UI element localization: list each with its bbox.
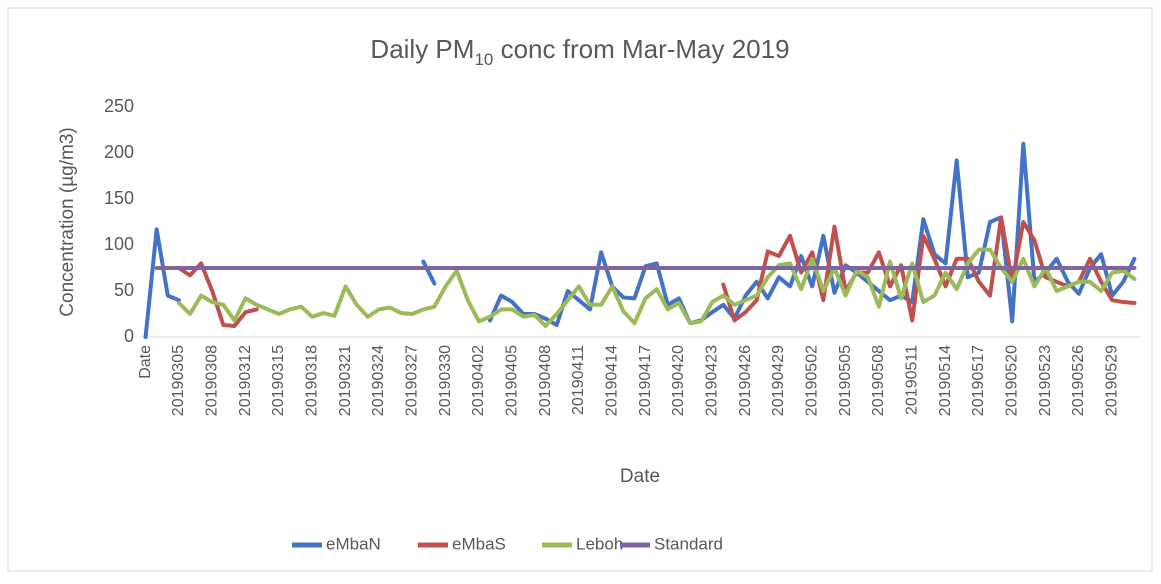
legend-label: Standard: [654, 534, 723, 553]
x-tick-label: 20190321: [337, 345, 354, 416]
x-tick-label: 20190405: [503, 345, 520, 416]
x-tick-label: 20190526: [1070, 345, 1087, 416]
x-tick-label: 20190417: [637, 345, 654, 416]
x-tick-label: 20190511: [903, 345, 920, 415]
y-axis-title: Concentration (µg/m3): [57, 127, 78, 316]
legend-label: eMbaS: [452, 534, 506, 553]
x-tick-label: 20190420: [670, 345, 687, 416]
x-tick-label: 20190312: [237, 345, 254, 416]
chart-title: Daily PM10 conc from Mar-May 2019: [370, 34, 789, 69]
x-tick-label: 20190502: [803, 345, 820, 416]
series-line: [143, 141, 1137, 339]
x-tick-label: 20190523: [1037, 345, 1054, 416]
x-tick-label: 20190508: [870, 345, 887, 416]
x-tick-label: 20190327: [403, 345, 420, 416]
x-tick-label: 20190414: [603, 345, 620, 416]
x-tick-label: 20190318: [303, 345, 320, 416]
x-tick-label: 20190505: [837, 345, 854, 416]
x-tick-label: 20190315: [270, 345, 287, 416]
x-tick-label: Date: [137, 345, 154, 379]
x-tick-label: 20190324: [370, 345, 387, 416]
x-tick-label: 20190529: [1103, 345, 1120, 416]
x-tick-label: 20190408: [537, 345, 554, 416]
legend-label: eMbaN: [326, 534, 381, 553]
x-tick-label: 20190514: [937, 345, 954, 416]
x-tick-label: 20190426: [737, 345, 754, 416]
legend-label: Leboh: [576, 534, 623, 553]
title-text: conc from Mar-May 2019: [493, 34, 789, 64]
y-tick-label: 50: [114, 280, 134, 300]
x-tick-label: 20190305: [170, 345, 187, 416]
y-tick-label: 0: [124, 326, 134, 346]
x-tick-label: 20190308: [203, 345, 220, 416]
x-tick-label: 20190411: [570, 345, 587, 415]
x-tick-label: 20190429: [770, 345, 787, 416]
title-subscript: 10: [474, 50, 493, 69]
y-tick-label: 150: [104, 188, 134, 208]
x-tick-label: 20190520: [1003, 345, 1020, 416]
x-axis-title: Date: [620, 466, 660, 487]
x-tick-label: 20190402: [470, 345, 487, 416]
x-tick-label: 20190330: [437, 345, 454, 416]
series-line: [176, 247, 1137, 328]
y-tick-label: 100: [104, 234, 134, 254]
x-tick-label: 20190423: [703, 345, 720, 416]
y-tick-label: 200: [104, 142, 134, 162]
title-text: Daily PM: [370, 34, 474, 64]
x-tick-label: 20190517: [970, 345, 987, 416]
y-tick-label: 250: [104, 96, 134, 116]
